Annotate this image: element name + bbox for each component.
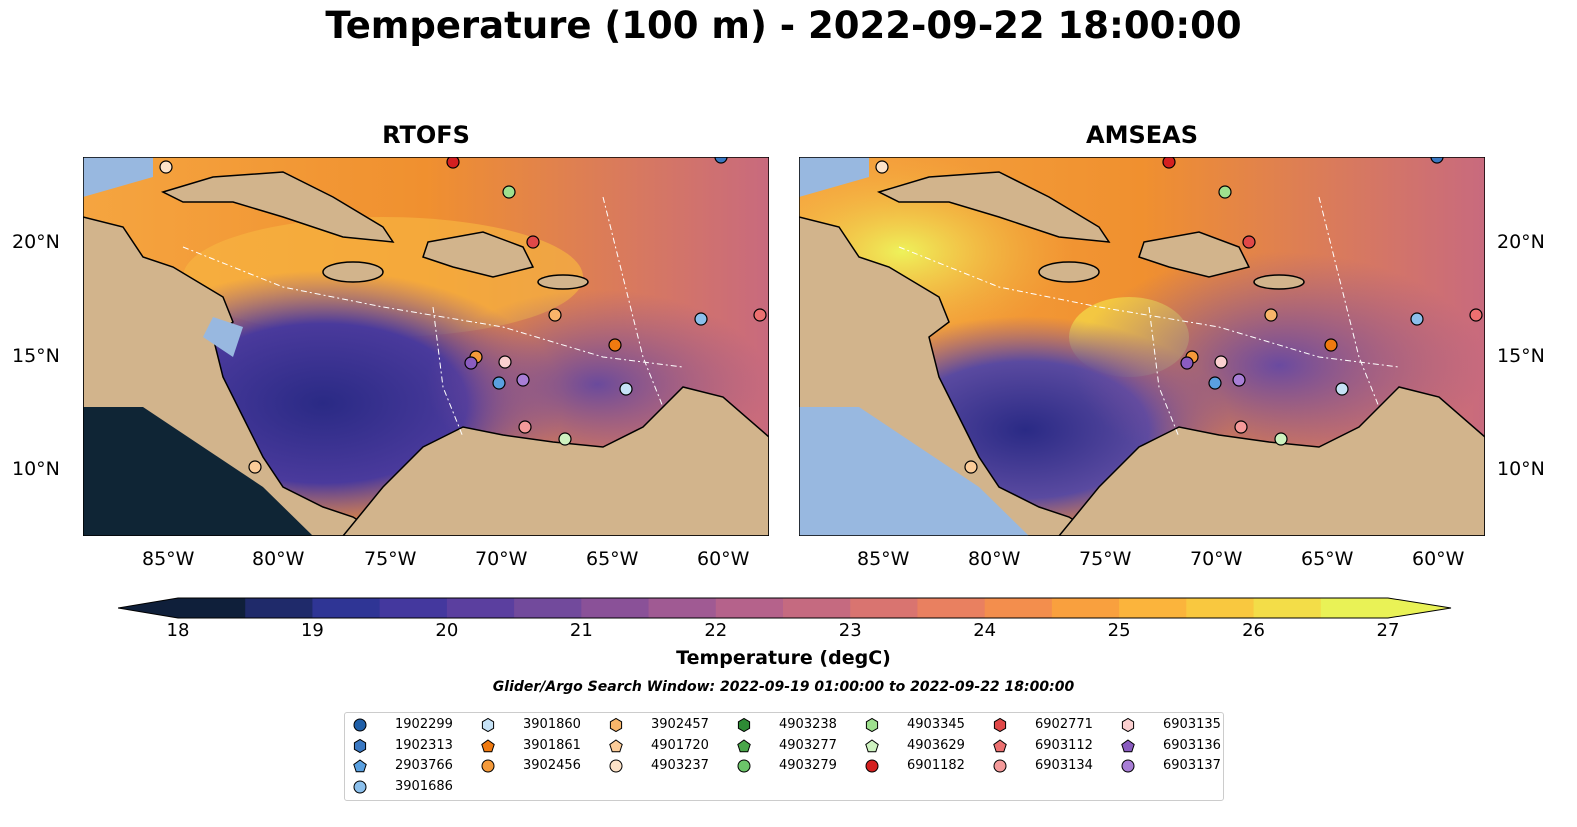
legend-item-label: 3902457 — [651, 717, 709, 732]
colorbar-extend-high — [1388, 598, 1451, 618]
colorbar-segment — [514, 598, 582, 618]
colorbar-tick-label: 26 — [1242, 620, 1265, 641]
colorbar-tick-label: 27 — [1376, 620, 1400, 641]
float-markers-amseas — [875, 157, 1483, 474]
legend-item-label: 6903136 — [1163, 737, 1221, 753]
legend-item-label: 4903629 — [907, 737, 965, 753]
lon-tick-85-p1: 85°W — [142, 548, 195, 570]
panel-title-rtofs: RTOFS — [382, 121, 470, 149]
colorbar-segment — [446, 598, 515, 618]
legend-item-label: 6903134 — [1035, 758, 1093, 773]
legend-item-label: 4903277 — [779, 737, 837, 753]
colorbar-segment — [1320, 598, 1389, 618]
legend-item-label: 3902456 — [523, 758, 581, 773]
lon-tick-60-p1: 60°W — [697, 548, 750, 570]
colorbar-tick-label: 22 — [704, 620, 728, 641]
legend: 1902299 1902313 2903766 3901686 3901860 39018… — [344, 712, 1224, 801]
legend-item-label: 4901720 — [651, 737, 709, 753]
colorbar-tick-label: 24 — [973, 620, 997, 641]
colorbar-tick-label: 19 — [300, 620, 324, 641]
legend-item-label: 6902771 — [1035, 717, 1093, 732]
colorbar — [118, 597, 1452, 619]
lat-tick-20-right: 20°N — [1497, 231, 1545, 253]
legend-item-label: 6903137 — [1163, 758, 1221, 773]
colorbar-segment — [1186, 598, 1255, 618]
lon-tick-65-p2: 65°W — [1301, 548, 1354, 570]
lon-tick-85-p2: 85°W — [857, 548, 910, 570]
lon-tick-75-p2: 75°W — [1079, 548, 1132, 570]
lat-tick-10-right: 10°N — [1497, 458, 1545, 480]
colorbar-segment — [648, 598, 717, 618]
colorbar-tick-label: 20 — [435, 620, 459, 641]
lon-tick-65-p1: 65°W — [586, 548, 639, 570]
colorbar-segment — [783, 598, 851, 618]
colorbar-segment — [1051, 598, 1120, 618]
search-window-text: Glider/Argo Search Window: 2022-09-19 01… — [492, 679, 1075, 695]
colorbar-segment — [178, 598, 246, 618]
lon-tick-75-p1: 75°W — [364, 548, 417, 570]
lat-tick-15-right: 15°N — [1497, 345, 1545, 367]
colorbar-tick-label: 18 — [166, 620, 190, 641]
legend-item-label: 4903279 — [779, 758, 837, 773]
lat-tick-10-left: 10°N — [12, 458, 60, 480]
legend-item-label: 3901861 — [523, 737, 581, 753]
colorbar-tick-label: 21 — [569, 620, 593, 641]
colorbar-segment — [581, 598, 650, 618]
legend-item-label: 3901860 — [523, 717, 581, 732]
colorbar-segment — [1253, 598, 1322, 618]
colorbar-segment — [1119, 598, 1187, 618]
legend-item-label: 4903238 — [779, 717, 837, 732]
page-title: Temperature (100 m) - 2022-09-22 18:00:0… — [325, 4, 1242, 47]
colorbar-tick-label: 23 — [838, 620, 862, 641]
legend-item-label: 3901686 — [395, 778, 453, 794]
legend-item-label: 4903345 — [907, 717, 965, 732]
legend-item-label: 4903237 — [651, 758, 709, 773]
colorbar-segment — [379, 598, 448, 618]
colorbar-segment — [312, 598, 381, 618]
colorbar-segment — [715, 598, 784, 618]
colorbar-label: Temperature (degC) — [676, 647, 891, 669]
legend-item-label: 1902299 — [395, 717, 453, 732]
legend-item-label: 6903112 — [1035, 737, 1093, 753]
lon-tick-60-p2: 60°W — [1412, 548, 1465, 570]
colorbar-extend-low — [118, 598, 178, 618]
colorbar-tick-label: 25 — [1107, 620, 1131, 641]
legend-item-label: 6901182 — [907, 758, 965, 773]
colorbar-segment — [917, 598, 986, 618]
lat-tick-15-left: 15°N — [12, 345, 60, 367]
lon-tick-80-p1: 80°W — [252, 548, 305, 570]
map-panel-amseas — [799, 157, 1485, 536]
colorbar-segment — [984, 598, 1053, 618]
legend-item-label: 6903135 — [1163, 717, 1221, 732]
lon-tick-80-p2: 80°W — [968, 548, 1021, 570]
colorbar-segment — [245, 598, 313, 618]
legend-item-label: 1902313 — [395, 737, 453, 753]
lon-tick-70-p2: 70°W — [1190, 548, 1243, 570]
lon-tick-70-p1: 70°W — [475, 548, 528, 570]
panel-title-amseas: AMSEAS — [1086, 121, 1198, 149]
float-markers-rtofs — [159, 157, 767, 474]
colorbar-segment — [850, 598, 918, 618]
legend-item-label: 2903766 — [395, 758, 453, 773]
map-panel-rtofs — [83, 157, 769, 536]
lat-tick-20-left: 20°N — [12, 231, 60, 253]
